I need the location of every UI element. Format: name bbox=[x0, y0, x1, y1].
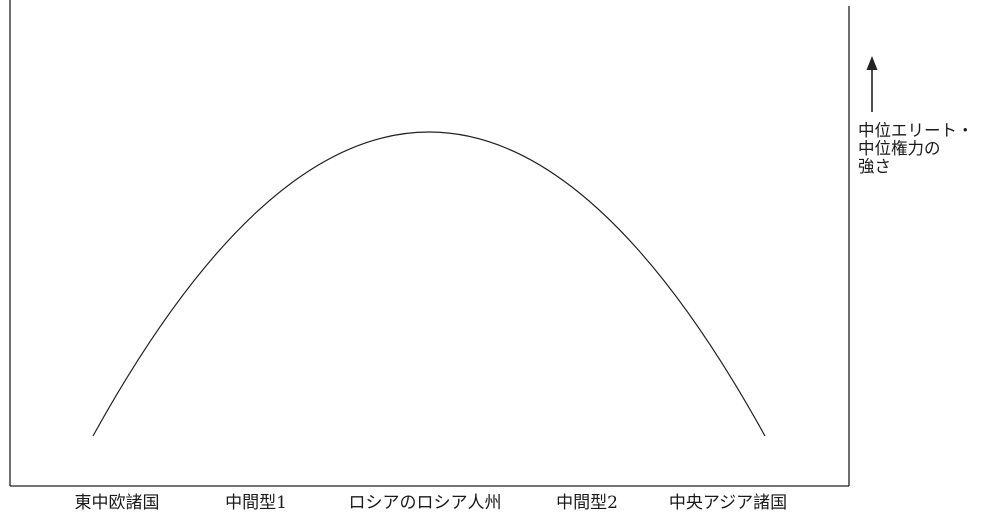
axis-caption-line-3: 強さ bbox=[858, 157, 891, 176]
category-label-russian-oblasts: ロシアのロシア人州 bbox=[348, 493, 502, 513]
category-label-intermediate-1: 中間型1 bbox=[225, 493, 287, 513]
category-label-central-asia: 中央アジア諸国 bbox=[668, 493, 788, 513]
category-label-east-central-europe: 東中欧諸国 bbox=[74, 493, 160, 513]
axis-caption-line-1: 中位エリート・ bbox=[858, 121, 974, 140]
category-label-intermediate-2: 中間型2 bbox=[556, 493, 618, 513]
axis-caption: 中位エリート・ 中位権力の 強さ bbox=[858, 122, 974, 176]
up-arrow-icon bbox=[866, 56, 878, 70]
axis-caption-line-2: 中位権力の bbox=[858, 139, 941, 158]
hump-curve bbox=[92, 131, 766, 437]
